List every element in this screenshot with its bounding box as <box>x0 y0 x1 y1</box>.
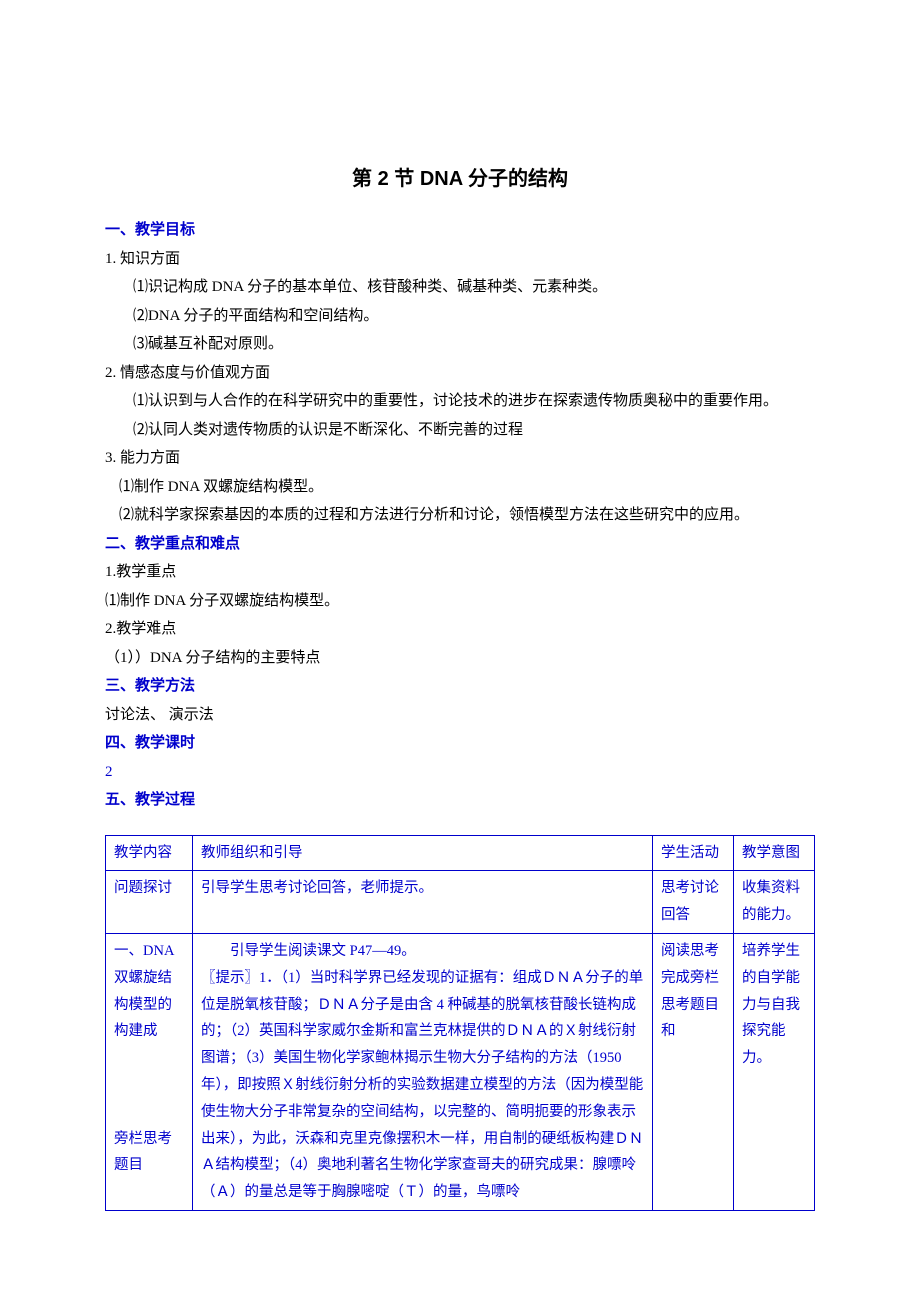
s1-p3-item-0: ⑴制作 DNA 双螺旋结构模型。 <box>105 473 815 502</box>
section-2-header: 二、教学重点和难点 <box>105 530 815 559</box>
r1-c2: 引导学生思考讨论回答，老师提示。 <box>193 871 653 934</box>
s1-p1-item-2: ⑶碱基互补配对原则。 <box>105 330 815 359</box>
s2-line-3: （1））DNA 分子结构的主要特点 <box>105 644 815 673</box>
th-student: 学生活动 <box>653 835 734 871</box>
s1-p1-item-1: ⑵DNA 分子的平面结构和空间结构。 <box>105 302 815 331</box>
table-header-row: 教学内容 教师组织和引导 学生活动 教学意图 <box>106 835 815 871</box>
document-page: 第 2 节 DNA 分子的结构 一、教学目标 1. 知识方面 ⑴识记构成 DNA… <box>0 0 920 1271</box>
r2-c2-lead: 引导学生阅读课文 P47—49。 <box>201 938 646 965</box>
s4-body: 2 <box>105 758 815 787</box>
section-4-header: 四、教学课时 <box>105 729 815 758</box>
th-teacher: 教师组织和引导 <box>193 835 653 871</box>
s2-line-0: 1.教学重点 <box>105 558 815 587</box>
section-3-header: 三、教学方法 <box>105 672 815 701</box>
r1-c4: 收集资料的能力。 <box>734 871 815 934</box>
r2-c2-body: 〖提示〗1．（1）当时科学界已经发现的证据有：组成ＤＮＡ分子的单位是脱氧核苷酸；… <box>201 970 643 1201</box>
s3-body: 讨论法、 演示法 <box>105 701 815 730</box>
s1-p2-item-0: ⑴认识到与人合作的在科学研究中的重要性，讨论技术的进步在探索遗传物质奥秘中的重要… <box>105 387 815 416</box>
r2-c2: 引导学生阅读课文 P47—49。 〖提示〗1．（1）当时科学界已经发现的证据有：… <box>193 933 653 1210</box>
r1-c3: 思考讨论回答 <box>653 871 734 934</box>
s1-p1-label: 1. 知识方面 <box>105 245 815 274</box>
page-title: 第 2 节 DNA 分子的结构 <box>105 160 815 198</box>
s2-line-1: ⑴制作 DNA 分子双螺旋结构模型。 <box>105 587 815 616</box>
r1-c1: 问题探讨 <box>106 871 193 934</box>
section-5-header: 五、教学过程 <box>105 786 815 815</box>
s1-p2-item-1: ⑵认同人类对遗传物质的认识是不断深化、不断完善的过程 <box>105 416 815 445</box>
th-content: 教学内容 <box>106 835 193 871</box>
th-intent: 教学意图 <box>734 835 815 871</box>
s2-line-2: 2.教学难点 <box>105 615 815 644</box>
s1-p2-label: 2. 情感态度与价值观方面 <box>105 359 815 388</box>
s1-p3-label: 3. 能力方面 <box>105 444 815 473</box>
r2-c3: 阅读思考完成旁栏思考题目和 <box>653 933 734 1210</box>
r2-c1: 一、DNA 双螺旋结构模型的构建成 旁栏思考题目 <box>106 933 193 1210</box>
lesson-table: 教学内容 教师组织和引导 学生活动 教学意图 问题探讨 引导学生思考讨论回答，老… <box>105 835 815 1212</box>
section-1-header: 一、教学目标 <box>105 216 815 245</box>
s1-p1-item-0: ⑴识记构成 DNA 分子的基本单位、核苷酸种类、碱基种类、元素种类。 <box>105 273 815 302</box>
s1-p3-item-1: ⑵就科学家探索基因的本质的过程和方法进行分析和讨论，领悟模型方法在这些研究中的应… <box>105 501 815 530</box>
table-row: 一、DNA 双螺旋结构模型的构建成 旁栏思考题目 引导学生阅读课文 P47—49… <box>106 933 815 1210</box>
r2-c4: 培养学生的自学能力与自我探究能力。 <box>734 933 815 1210</box>
table-row: 问题探讨 引导学生思考讨论回答，老师提示。 思考讨论回答 收集资料的能力。 <box>106 871 815 934</box>
